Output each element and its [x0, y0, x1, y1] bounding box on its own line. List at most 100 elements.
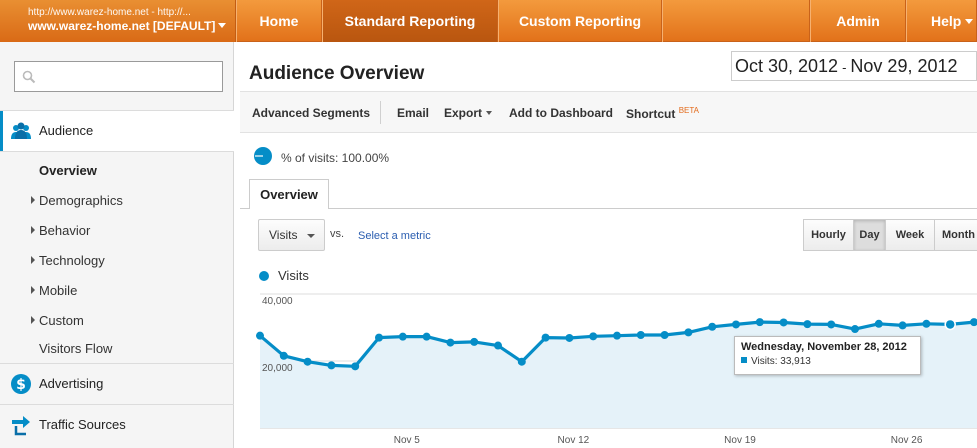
segment-pie-icon — [254, 147, 272, 165]
expand-arrow-icon[interactable] — [31, 256, 35, 264]
sidebar-item-custom[interactable]: Custom — [39, 313, 84, 328]
sidebar-item-technology[interactable]: Technology — [39, 253, 105, 268]
beta-badge: BETA — [678, 106, 699, 115]
metric-select[interactable]: Visits — [258, 219, 325, 251]
nav-home[interactable]: Home — [236, 0, 322, 42]
select-metric-link[interactable]: Select a metric — [358, 230, 431, 242]
date-range-picker[interactable]: Oct 30, 2012- Nov 29, 2012 — [731, 51, 977, 81]
data-point — [874, 319, 883, 328]
chevron-down-icon — [965, 19, 974, 24]
vs-label: vs. — [330, 228, 345, 240]
shortcut-label: Shortcut — [626, 107, 676, 121]
sidebar-section-audience[interactable]: Audience — [0, 111, 234, 151]
data-point — [279, 351, 288, 360]
sidebar-item-demographics[interactable]: Demographics — [39, 193, 123, 208]
chevron-down-icon — [218, 23, 227, 28]
divider — [380, 101, 381, 124]
expand-arrow-icon[interactable] — [31, 196, 35, 204]
data-point — [851, 325, 859, 334]
traffic-arrows-icon — [12, 416, 30, 436]
sidebar-item-mobile[interactable]: Mobile — [39, 283, 78, 298]
chart-tooltip: Wednesday, November 28, 2012 Visits: 33,… — [734, 336, 921, 375]
data-point — [375, 333, 383, 342]
period-day-button[interactable]: Day — [853, 219, 886, 251]
date-start: Oct 30, 2012 — [735, 56, 839, 76]
sidebar-item-overview[interactable]: Overview — [39, 163, 97, 178]
shortcut-button[interactable]: Shortcut BETA — [626, 106, 699, 121]
nav-standard-reporting[interactable]: Standard Reporting — [322, 0, 498, 42]
report-toolbar: Advanced Segments Email Export Add to Da… — [240, 91, 977, 133]
data-point — [708, 322, 717, 331]
period-month-button[interactable]: Month — [934, 219, 977, 251]
sidebar-section-traffic-sources[interactable]: Traffic Sources — [0, 405, 234, 445]
y-tick-label: 40,000 — [262, 296, 293, 307]
account-name: www.warez-home.net [DEFAULT] — [28, 19, 216, 33]
advanced-segments-button[interactable]: Advanced Segments — [252, 106, 371, 120]
data-point — [541, 333, 550, 342]
data-point — [494, 341, 502, 350]
nav-admin[interactable]: Admin — [810, 0, 906, 42]
tooltip-swatch — [741, 357, 747, 363]
x-tick-label: Nov 26 — [891, 435, 923, 446]
period-hourly-button[interactable]: Hourly — [803, 219, 854, 251]
segment-percent-text: % of visits: 100.00% — [281, 151, 390, 165]
divider — [0, 151, 234, 152]
period-week-button[interactable]: Week — [885, 219, 935, 251]
divider — [0, 110, 234, 111]
data-point — [827, 320, 836, 329]
search-icon — [22, 70, 36, 84]
data-point — [589, 332, 598, 341]
sidebar-item-visitors-flow[interactable]: Visitors Flow — [39, 341, 113, 356]
sidebar-section-advertising[interactable]: $ Advertising — [0, 364, 234, 404]
add-to-dashboard-button[interactable]: Add to Dashboard — [509, 106, 613, 120]
nav-help-label: Help — [931, 13, 962, 29]
search-input[interactable] — [14, 61, 223, 92]
x-tick-label: Nov 19 — [724, 435, 756, 446]
sidebar-section-label: Traffic Sources — [39, 417, 126, 432]
data-point — [922, 319, 931, 328]
account-selector[interactable]: http://www.warez-home.net - http://... w… — [0, 0, 236, 42]
nav-spacer — [662, 0, 810, 42]
main-content: Audience Overview Oct 30, 2012- Nov 29, 2… — [240, 42, 977, 448]
sidebar-section-label: Advertising — [39, 376, 104, 391]
export-label: Export — [444, 106, 483, 120]
x-tick-label: Nov 5 — [394, 435, 421, 446]
data-point — [755, 318, 764, 327]
expand-arrow-icon[interactable] — [31, 286, 35, 294]
data-point — [256, 331, 264, 340]
dollar-icon: $ — [11, 374, 31, 394]
y-tick-label: 20,000 — [262, 363, 293, 374]
data-point — [660, 331, 669, 339]
tab-overview[interactable]: Overview — [249, 179, 329, 209]
data-point — [898, 321, 907, 330]
expand-arrow-icon[interactable] — [31, 226, 35, 234]
tooltip-date: Wednesday, November 28, 2012 — [741, 341, 907, 353]
data-point — [327, 361, 336, 370]
data-point — [517, 357, 526, 366]
chevron-down-icon — [307, 234, 315, 238]
nav-help[interactable]: Help — [906, 0, 977, 42]
data-point — [470, 337, 479, 346]
page-title: Audience Overview — [249, 63, 425, 84]
data-point — [422, 332, 431, 341]
tab-underline — [240, 208, 977, 209]
data-point — [303, 357, 312, 366]
date-separator: - — [842, 60, 847, 75]
legend-label: Visits — [278, 268, 309, 283]
data-point — [803, 320, 812, 329]
data-point — [732, 320, 740, 329]
sidebar-item-behavior[interactable]: Behavior — [39, 223, 91, 238]
data-point — [779, 318, 788, 327]
expand-arrow-icon[interactable] — [31, 316, 35, 324]
metric-select-label: Visits — [269, 228, 298, 242]
data-point — [970, 318, 977, 327]
email-button[interactable]: Email — [397, 106, 430, 120]
chevron-down-icon — [486, 111, 493, 115]
data-point — [565, 333, 574, 342]
export-button[interactable]: Export — [444, 106, 493, 120]
data-point — [944, 318, 956, 331]
nav-custom-reporting[interactable]: Custom Reporting — [498, 0, 662, 42]
x-tick-label: Nov 12 — [558, 435, 590, 446]
audience-icon — [11, 122, 31, 139]
sidebar-section-label: Audience — [39, 123, 94, 138]
